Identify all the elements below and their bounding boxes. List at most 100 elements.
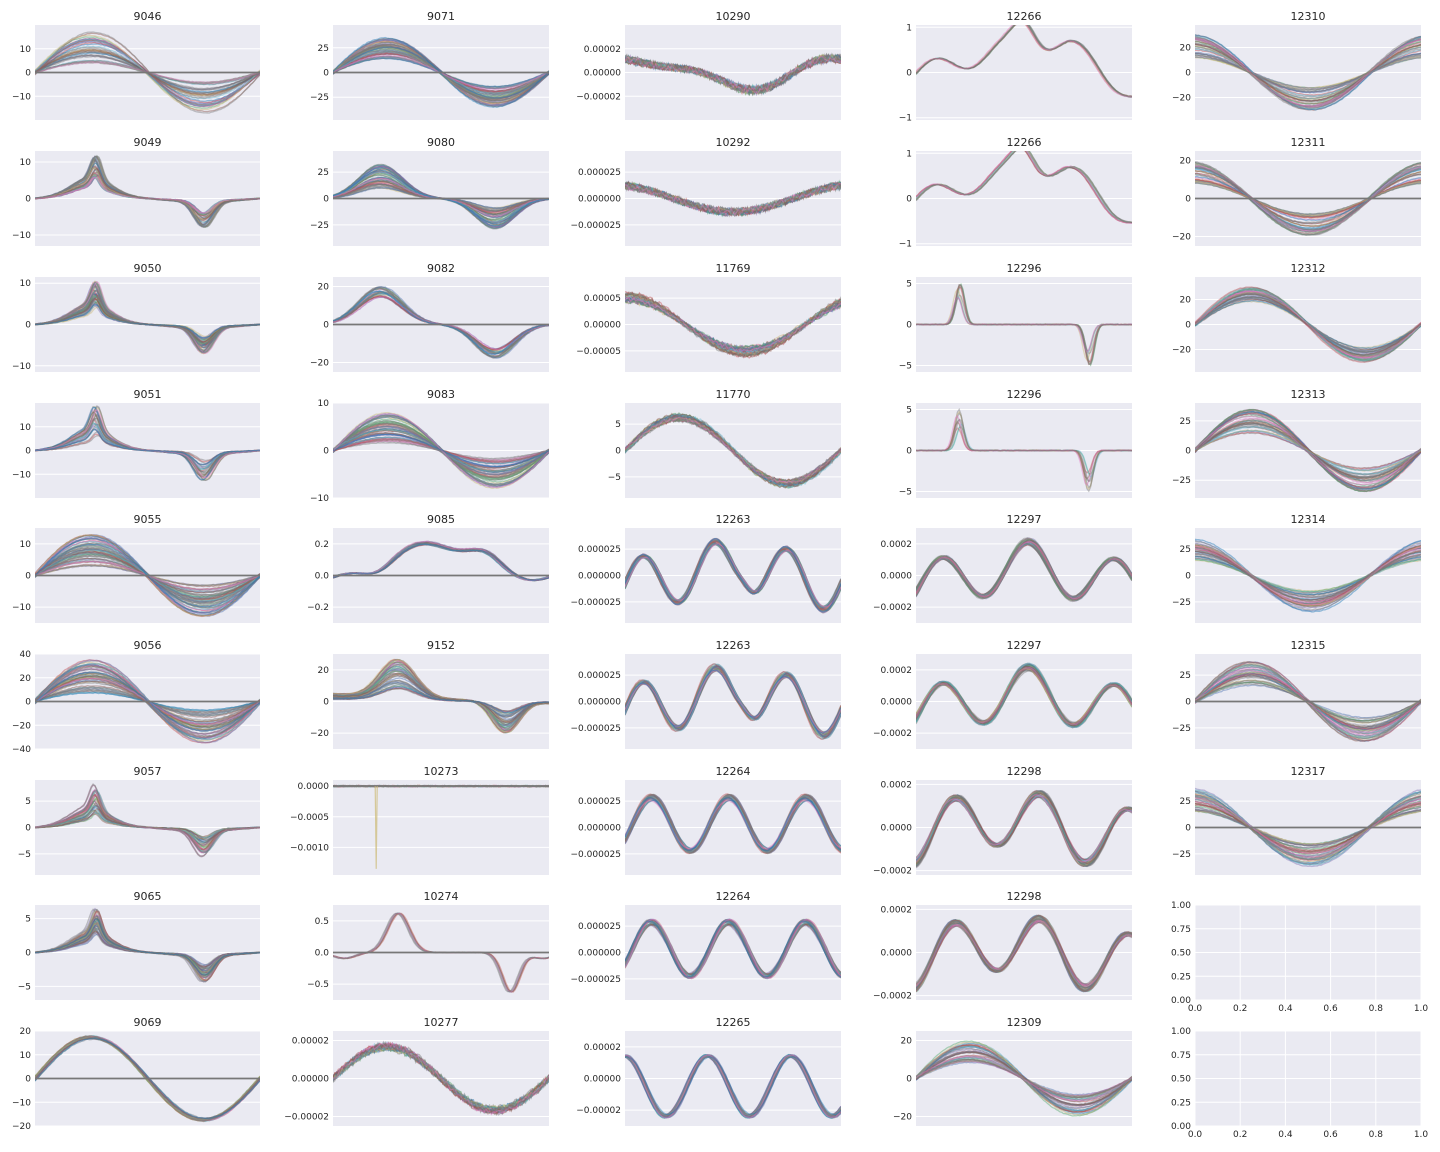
series-line: [916, 25, 1132, 98]
series-line: [625, 182, 841, 218]
series-line: [1195, 292, 1421, 358]
series-line: [1195, 293, 1421, 356]
series-line: [35, 281, 260, 354]
series-line: [333, 38, 549, 107]
series-line: [916, 915, 1132, 992]
series-line: [916, 667, 1132, 725]
series-line: [625, 296, 841, 353]
series-group: [333, 163, 549, 230]
series-line: [916, 296, 1132, 354]
series-line: [333, 682, 549, 717]
y-tick-label: 0.00: [1171, 996, 1191, 1006]
series-line: [35, 157, 260, 227]
series-line: [333, 56, 549, 89]
series-line: [1195, 296, 1421, 354]
series-line: [1195, 182, 1421, 215]
series-line: [916, 917, 1132, 991]
series-line: [625, 920, 841, 978]
y-tick-label: 0: [1185, 195, 1191, 205]
y-tick-label: 1: [906, 149, 912, 159]
series-line: [916, 921, 1132, 986]
series-line: [333, 423, 549, 479]
series-line: [1195, 789, 1421, 866]
series-line: [333, 429, 549, 472]
series-line: [1195, 795, 1421, 860]
series-line: [1195, 673, 1421, 730]
series-line: [1195, 412, 1421, 488]
series-line: [916, 1047, 1132, 1110]
y-tick-label: −10: [12, 92, 31, 102]
series-line: [35, 918, 260, 976]
series-line: [333, 687, 549, 713]
series-line: [625, 298, 841, 351]
series-line: [1195, 661, 1421, 742]
series-line: [35, 910, 260, 982]
series-line: [625, 297, 841, 353]
series-line: [625, 181, 841, 217]
series-line: [35, 922, 260, 974]
series-group: [625, 412, 841, 489]
series-line: [35, 280, 260, 355]
series-line: [625, 918, 841, 979]
series-line: [35, 431, 260, 465]
series-line: [625, 1054, 841, 1118]
y-tick-label: −0.0002: [873, 729, 912, 739]
series-group: [333, 286, 549, 359]
series-line: [35, 919, 260, 976]
series-line: [916, 670, 1132, 723]
series-line: [1195, 299, 1421, 349]
series-line: [35, 664, 260, 739]
series-line: [916, 540, 1132, 600]
y-tick-label: 5: [906, 280, 912, 290]
series-line: [35, 168, 260, 220]
series-line: [35, 289, 260, 349]
series-line: [916, 790, 1132, 867]
series-line: [625, 183, 841, 215]
series-line: [35, 916, 260, 977]
series-line: [916, 1040, 1132, 1117]
series-line: [1195, 419, 1421, 482]
series-line: [625, 183, 841, 216]
series-line: [35, 560, 260, 591]
series-line: [625, 417, 841, 484]
series-line: [916, 1056, 1132, 1101]
y-tick-label: 25: [1180, 545, 1191, 555]
y-tick-label: 0: [906, 447, 912, 457]
series-line: [1195, 41, 1421, 105]
series-line: [916, 920, 1132, 988]
series-line: [916, 918, 1132, 989]
series-line: [35, 933, 260, 966]
series-line: [1195, 296, 1421, 353]
y-tick-label: −0.0002: [873, 867, 912, 877]
series-line: [916, 543, 1132, 598]
series-line: [916, 410, 1132, 491]
series-line: [333, 438, 549, 463]
series-line: [35, 809, 260, 840]
series-line: [35, 811, 260, 839]
series-line: [916, 663, 1132, 728]
series-line: [333, 541, 549, 582]
series-line: [333, 1043, 549, 1114]
series-line: [916, 1061, 1132, 1096]
series-line: [625, 417, 841, 484]
series-line: [625, 182, 841, 215]
series-line: [1195, 182, 1421, 216]
series-line: [35, 176, 260, 215]
series-line: [625, 182, 841, 217]
series-line: [916, 919, 1132, 988]
y-tick-label: 0.25: [1171, 972, 1191, 982]
series-line: [916, 796, 1132, 862]
series-line: [35, 304, 260, 339]
series-line: [1195, 42, 1421, 103]
series-line: [35, 300, 260, 342]
series-line: [916, 294, 1132, 355]
series-line: [625, 669, 841, 734]
series-line: [625, 918, 841, 980]
y-tick-label: 0.0000: [298, 782, 330, 792]
series-line: [333, 43, 549, 102]
series-line: [916, 914, 1132, 993]
